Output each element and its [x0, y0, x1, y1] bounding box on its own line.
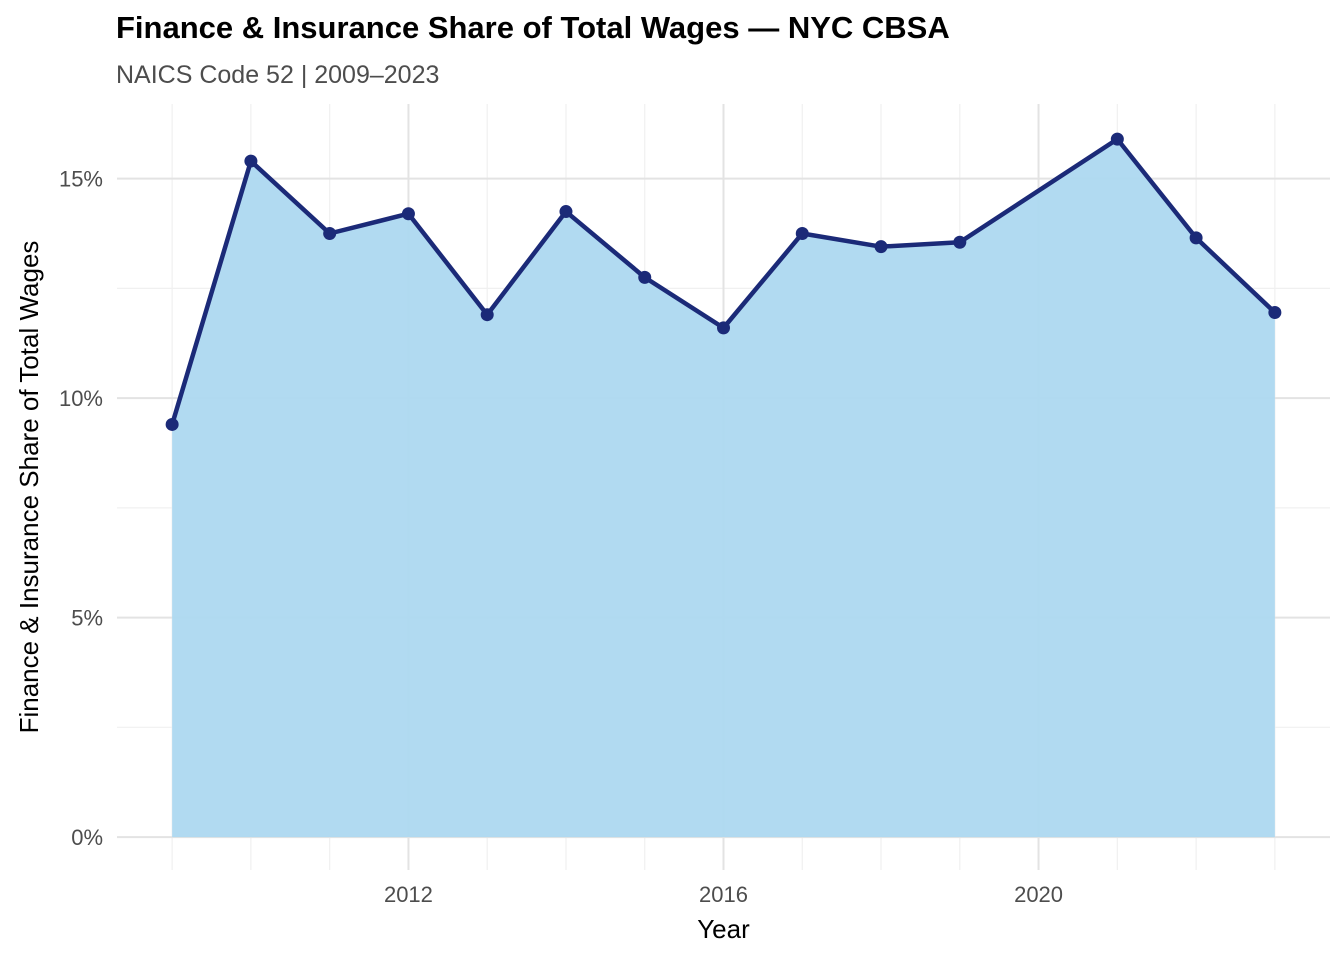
data-point-2009 [165, 417, 179, 431]
data-point-2017 [795, 226, 809, 240]
data-point-2013 [480, 308, 494, 322]
series-line [169, 136, 1278, 427]
data-point-2012 [401, 207, 415, 221]
data-point-2016 [717, 321, 730, 335]
data-point-2023 [1268, 306, 1282, 320]
tick-layer: 2012 2016 2020 0% 5% 10% 15% [59, 167, 1063, 907]
area-fill [172, 139, 1275, 838]
y-tick-label: 10% [59, 386, 103, 411]
data-point-2010 [244, 154, 258, 168]
data-point-2014 [559, 205, 573, 219]
x-tick-label: 2016 [699, 882, 748, 907]
chart-subtitle: NAICS Code 52 | 2009–2023 [116, 61, 440, 89]
data-point-2015 [638, 270, 652, 284]
data-point-2019 [953, 235, 967, 249]
y-tick-label: 5% [71, 606, 103, 631]
point-layer [165, 132, 1282, 431]
chart-title: Finance & Insurance Share of Total Wages… [116, 10, 950, 45]
y-tick-label: 15% [59, 167, 103, 192]
x-tick-label: 2012 [384, 882, 433, 907]
x-tick-label: 2020 [1014, 882, 1063, 907]
data-point-2021 [1110, 132, 1124, 146]
area-layer [172, 139, 1275, 838]
x-axis-title: Year [697, 914, 750, 944]
data-point-2011 [323, 226, 337, 240]
y-axis-title: Finance & Insurance Share of Total Wages [14, 241, 44, 734]
line-layer [169, 136, 1278, 427]
data-point-2018 [874, 240, 888, 254]
y-tick-label: 0% [71, 825, 103, 850]
data-point-2022 [1189, 231, 1203, 245]
